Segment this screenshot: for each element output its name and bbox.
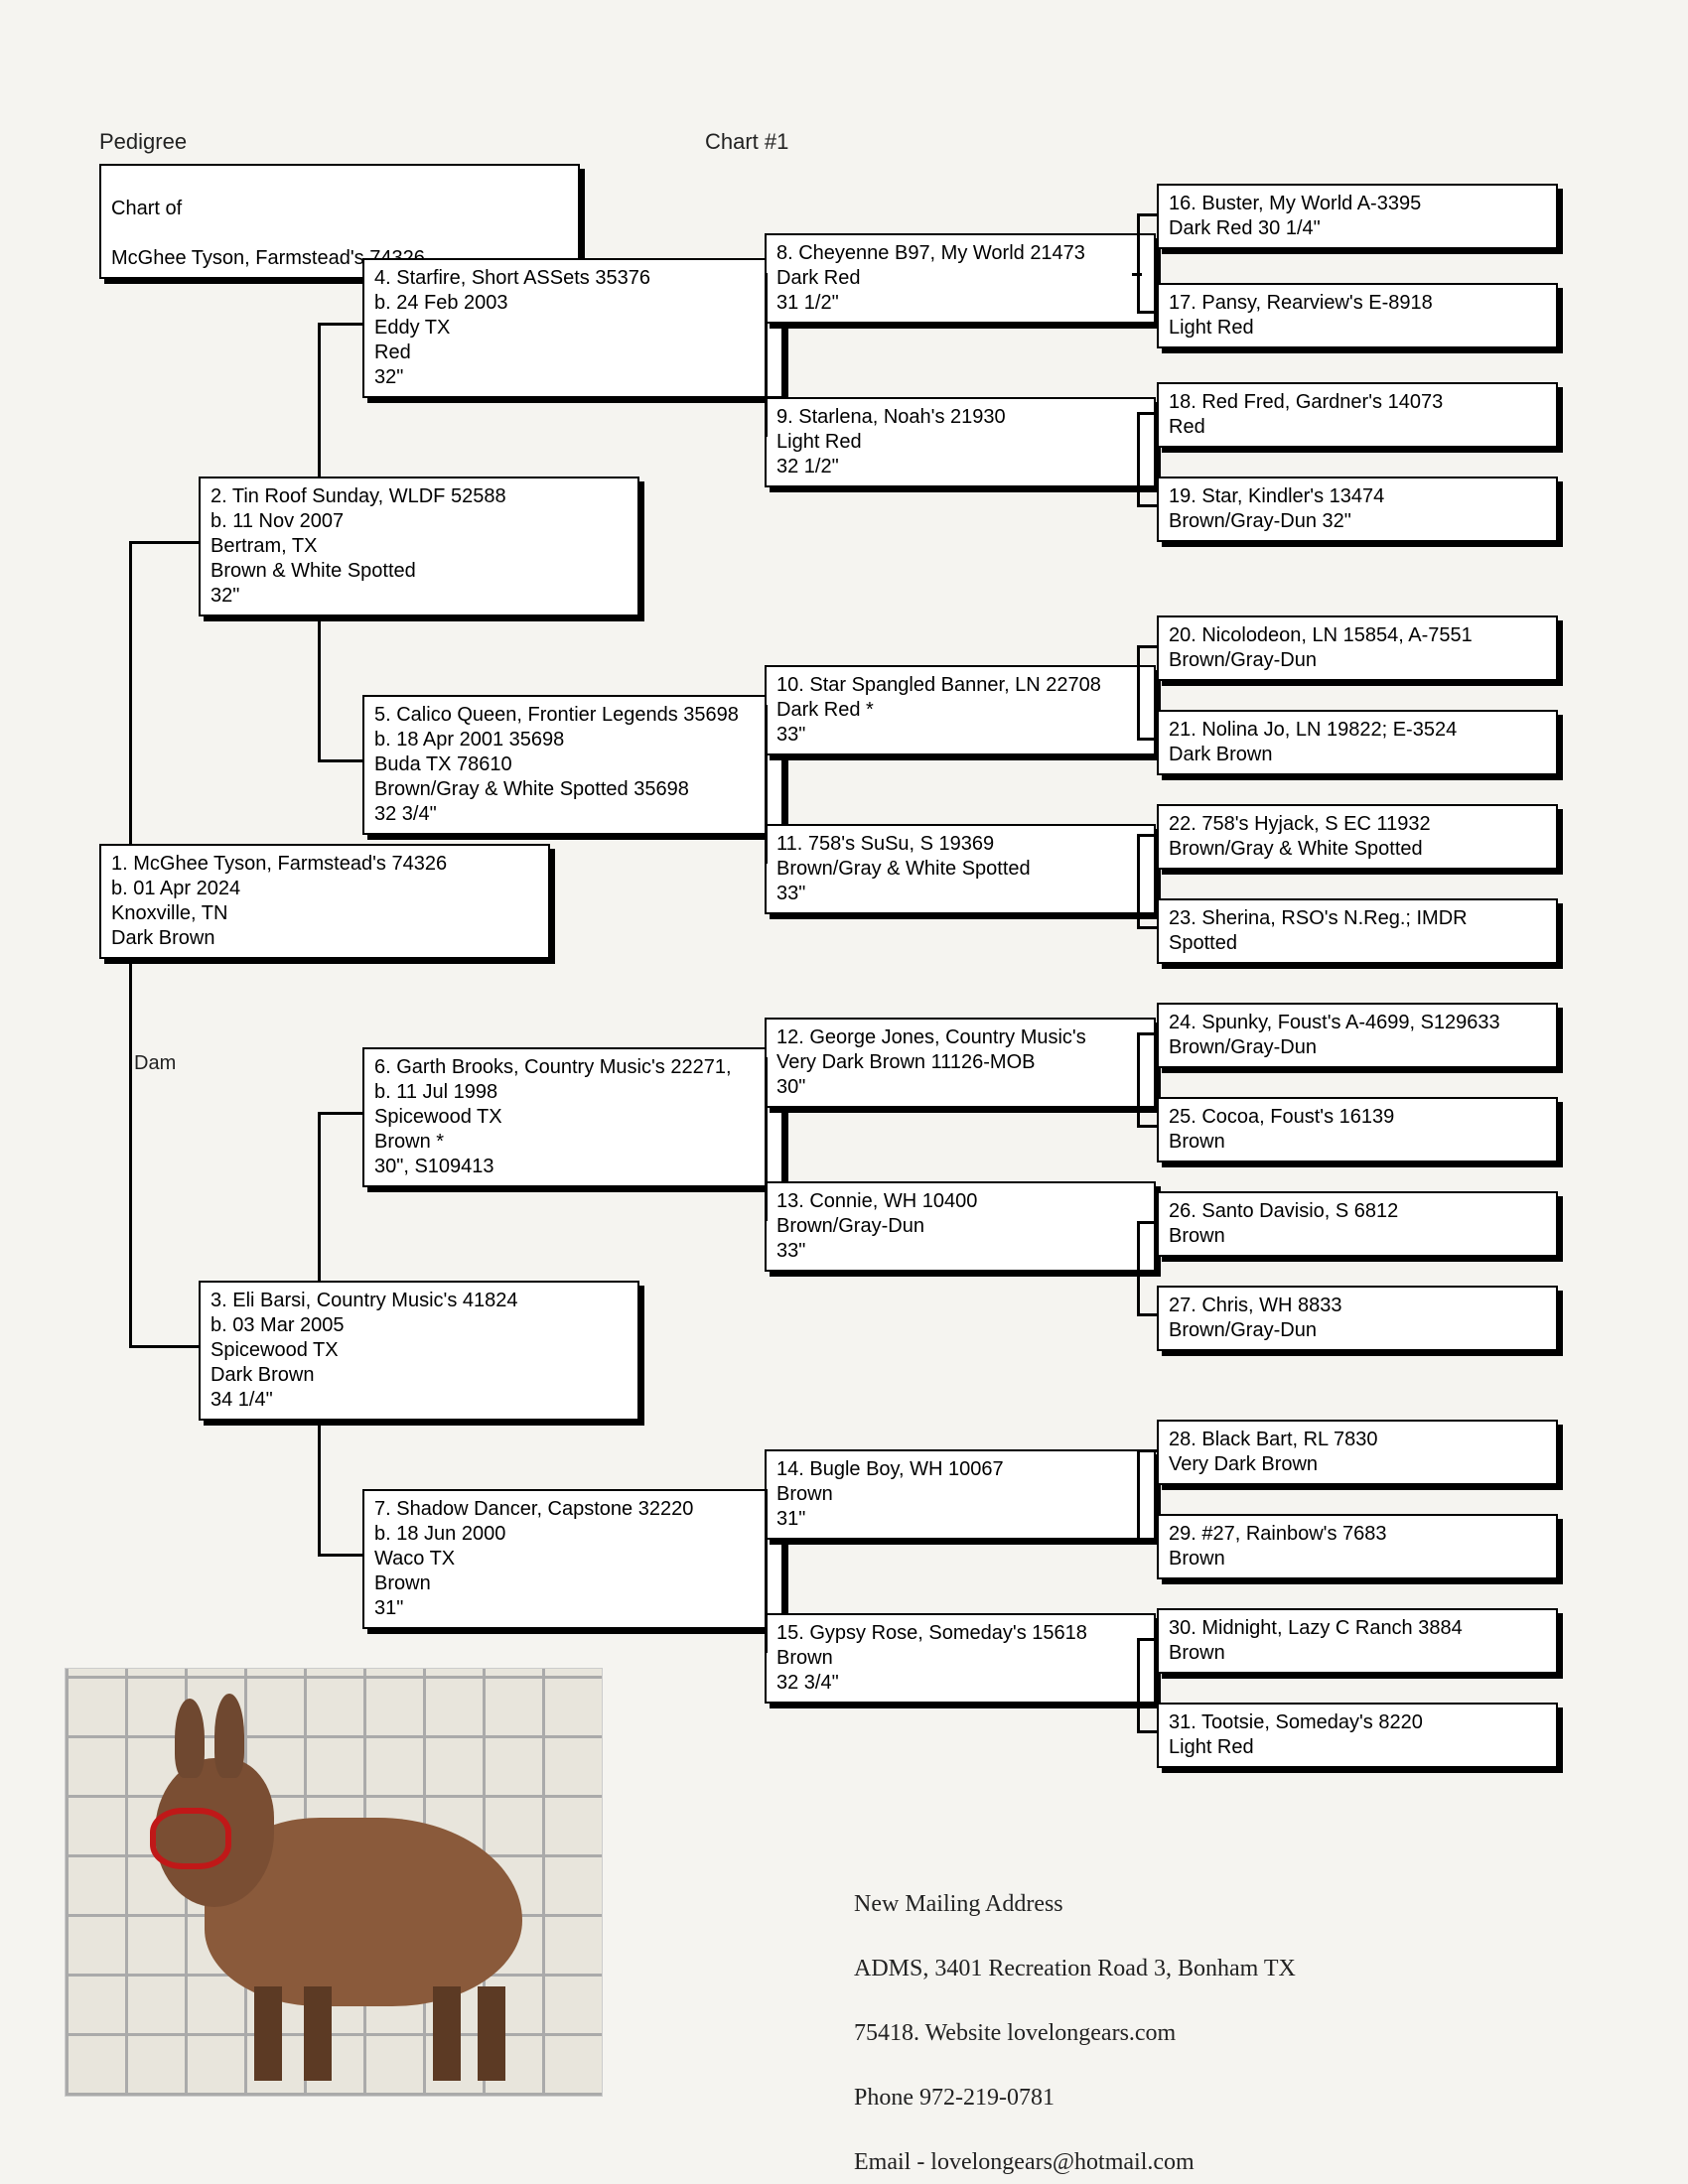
address-line3: Phone 972-219-0781 <box>854 2085 1055 2111</box>
chart-of-label: Chart of <box>111 198 182 219</box>
chart-number-label: Chart #1 <box>705 129 788 155</box>
node-28: 28. Black Bart, RL 7830 Very Dark Brown <box>1157 1420 1558 1485</box>
connector <box>1137 1032 1157 1035</box>
node-15: 15. Gypsy Rose, Someday's 15618 Brown 32… <box>765 1613 1156 1704</box>
node-16: 16. Buster, My World A-3395 Dark Red 30 … <box>1157 184 1558 249</box>
node-20: 20. Nicolodeon, LN 15854, A-7551 Brown/G… <box>1157 615 1558 681</box>
connector <box>1137 1638 1140 1732</box>
connector <box>1137 412 1140 506</box>
connector <box>765 323 768 437</box>
node-17: 17. Pansy, Rearview's E-8918 Light Red <box>1157 283 1558 348</box>
address-title: New Mailing Address <box>854 1891 1063 1917</box>
connector <box>318 1425 321 1554</box>
connector <box>129 1345 199 1348</box>
connector <box>1137 738 1157 741</box>
connector <box>765 1554 768 1653</box>
connector <box>318 323 362 326</box>
node-31: 31. Tootsie, Someday's 8220 Light Red <box>1157 1703 1558 1768</box>
connector <box>318 1554 362 1557</box>
connector <box>129 541 199 544</box>
node-26: 26. Santo Davisio, S 6812 Brown <box>1157 1191 1558 1257</box>
node-10: 10. Star Spangled Banner, LN 22708 Dark … <box>765 665 1156 755</box>
node-13: 13. Connie, WH 10400 Brown/Gray-Dun 33" <box>765 1181 1156 1272</box>
node-23: 23. Sherina, RSO's N.Reg.; IMDR Spotted <box>1157 898 1558 964</box>
connector <box>318 759 362 762</box>
node-21: 21. Nolina Jo, LN 19822; E-3524 Dark Bro… <box>1157 710 1558 775</box>
node-3: 3. Eli Barsi, Country Music's 41824 b. 0… <box>199 1281 639 1421</box>
node-8: 8. Cheyenne B97, My World 21473 Dark Red… <box>765 233 1156 324</box>
connector <box>1137 834 1140 928</box>
connector <box>129 541 132 844</box>
connector <box>1137 213 1140 313</box>
node-22: 22. 758's Hyjack, S EC 11932 Brown/Gray … <box>1157 804 1558 870</box>
connector <box>1137 645 1157 648</box>
node-6: 6. Garth Brooks, Country Music's 22271, … <box>362 1047 783 1187</box>
donkey-leg-shape <box>433 1986 461 2081</box>
connector <box>129 963 132 1345</box>
connector <box>1137 213 1157 216</box>
node-11: 11. 758's SuSu, S 19369 Brown/Gray & Whi… <box>765 824 1156 914</box>
connector <box>1137 834 1157 837</box>
connector <box>1137 1730 1157 1733</box>
address-line1: ADMS, 3401 Recreation Road 3, Bonham TX <box>854 1956 1296 1981</box>
address-line4: Email - lovelongears@hotmail.com <box>854 2149 1195 2175</box>
connector <box>1137 1221 1157 1224</box>
connector <box>765 1057 768 1112</box>
node-24: 24. Spunky, Foust's A-4699, S129633 Brow… <box>1157 1003 1558 1068</box>
connector <box>318 1112 362 1115</box>
address-line2: 75418. Website lovelongears.com <box>854 2020 1176 2046</box>
node-18: 18. Red Fred, Gardner's 14073 Red <box>1157 382 1558 448</box>
pedigree-label: Pedigree <box>99 129 187 155</box>
connector <box>765 1489 768 1554</box>
connector <box>765 759 768 864</box>
connector <box>1137 645 1140 740</box>
subject-photo <box>65 1668 603 2097</box>
node-30: 30. Midnight, Lazy C Ranch 3884 Brown <box>1157 1608 1558 1674</box>
connector <box>318 1112 321 1281</box>
connector <box>1137 1125 1157 1128</box>
node-14: 14. Bugle Boy, WH 10067 Brown 31" <box>765 1449 1156 1540</box>
donkey-halter-shape <box>150 1808 231 1869</box>
donkey-leg-shape <box>304 1986 332 2081</box>
connector <box>318 323 321 477</box>
connector <box>1137 1313 1157 1316</box>
connector <box>1137 926 1157 929</box>
node-4: 4. Starfire, Short ASSets 35376 b. 24 Fe… <box>362 258 783 398</box>
connector <box>1137 1638 1157 1641</box>
connector <box>1137 311 1157 314</box>
node-9: 9. Starlena, Noah's 21930 Light Red 32 1… <box>765 397 1156 487</box>
connector <box>1132 273 1142 276</box>
node-5: 5. Calico Queen, Frontier Legends 35698 … <box>362 695 783 835</box>
connector <box>1137 1542 1157 1545</box>
donkey-ear-shape <box>214 1694 244 1778</box>
donkey-ear-shape <box>175 1699 205 1778</box>
connector <box>1137 504 1157 507</box>
connector <box>1137 412 1157 415</box>
pedigree-page: Pedigree Chart #1 Chart of McGhee Tyson,… <box>0 0 1688 2184</box>
node-25: 25. Cocoa, Foust's 16139 Brown <box>1157 1097 1558 1162</box>
connector <box>765 273 768 323</box>
connector <box>1137 1449 1157 1452</box>
node-19: 19. Star, Kindler's 13474 Brown/Gray-Dun… <box>1157 477 1558 542</box>
node-7: 7. Shadow Dancer, Capstone 32220 b. 18 J… <box>362 1489 783 1629</box>
node-29: 29. #27, Rainbow's 7683 Brown <box>1157 1514 1558 1579</box>
connector <box>765 705 768 759</box>
node-2: 2. Tin Roof Sunday, WLDF 52588 b. 11 Nov… <box>199 477 639 616</box>
connector <box>765 1112 768 1221</box>
connector <box>318 620 321 759</box>
dam-label: Dam <box>134 1052 176 1075</box>
donkey-leg-shape <box>478 1986 505 2081</box>
node-27: 27. Chris, WH 8833 Brown/Gray-Dun <box>1157 1286 1558 1351</box>
connector <box>1137 1221 1140 1315</box>
connector <box>1137 1449 1140 1544</box>
donkey-leg-shape <box>254 1986 282 2081</box>
mailing-address: New Mailing Address ADMS, 3401 Recreatio… <box>854 1856 1549 2178</box>
node-1: 1. McGhee Tyson, Farmstead's 74326 b. 01… <box>99 844 550 959</box>
connector <box>1137 1032 1140 1127</box>
node-12: 12. George Jones, Country Music's Very D… <box>765 1018 1156 1108</box>
